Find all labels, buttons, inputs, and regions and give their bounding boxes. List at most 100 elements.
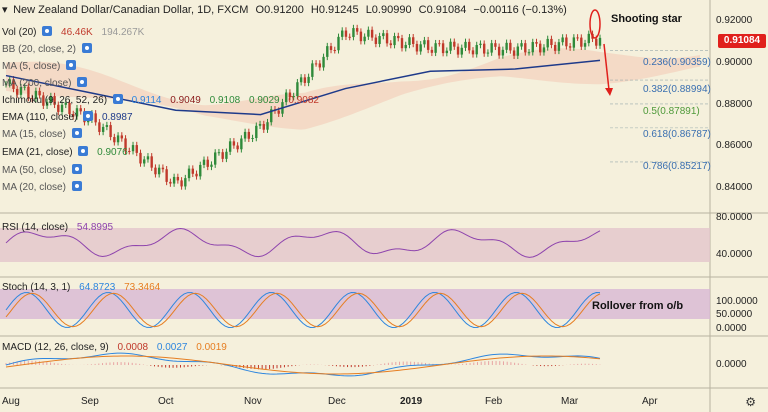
- candle-body: [456, 46, 460, 55]
- shooting-star-highlight: [589, 9, 601, 39]
- symbol-title[interactable]: New Zealand Dollar/Canadian Dollar, 1D, …: [13, 4, 249, 16]
- ma20-legend[interactable]: MA (20, close): [2, 181, 82, 194]
- chart-title-row: ▾ New Zealand Dollar/Canadian Dollar, 1D…: [2, 3, 567, 17]
- settings-gear-icon[interactable]: ⚙: [745, 395, 756, 409]
- candle-body: [60, 104, 64, 112]
- high-value: H0.91245: [310, 4, 359, 16]
- candle-body: [30, 97, 34, 99]
- candle-body: [277, 110, 280, 114]
- candle-body: [109, 125, 112, 138]
- candle-body: [184, 178, 187, 187]
- ichimoku-legend[interactable]: Ichimoku (9, 26, 52, 26) 0.9114 0.9049 0…: [2, 94, 319, 107]
- ema21-legend[interactable]: EMA (21, close) 0.9076: [2, 146, 128, 159]
- ma-hidden-legend[interactable]: MA (15, close): [2, 128, 82, 141]
- candle-body: [389, 43, 392, 46]
- candle-body: [572, 37, 576, 48]
- time-tick: Mar: [561, 396, 579, 407]
- eye-icon[interactable]: [42, 26, 53, 36]
- price-tick: 0.90000: [716, 57, 753, 68]
- eye-icon[interactable]: [71, 181, 82, 191]
- candle-body: [385, 33, 389, 44]
- ohlc-values: O0.91200 H0.91245 L0.90990 C0.91084 −0.0…: [252, 4, 567, 16]
- stoch-d-line: [5, 292, 601, 328]
- candle-body: [139, 152, 142, 164]
- candle-body: [240, 138, 243, 150]
- candle-body: [382, 33, 385, 37]
- candle-body: [105, 125, 109, 127]
- candle-body: [370, 29, 374, 38]
- candle-body: [479, 43, 482, 46]
- ma5-label: MA (5, close): [2, 61, 61, 72]
- shooting-star-note: Shooting star: [611, 13, 682, 25]
- macd-tick: 0.0000: [716, 359, 747, 370]
- candle-body: [546, 38, 549, 48]
- eye-icon[interactable]: [77, 77, 88, 87]
- candle-body: [490, 43, 493, 53]
- candle-body: [565, 37, 568, 47]
- vol-legend[interactable]: Vol (20) 46.46K 194.267K: [2, 26, 144, 39]
- candle-body: [595, 38, 598, 46]
- stoch-legend[interactable]: Stoch (14, 3, 1) 64.8723 73.3464: [2, 282, 160, 294]
- candle-body: [146, 156, 150, 160]
- candle-body: [475, 45, 478, 55]
- current-price-tag: 0.91084: [718, 34, 766, 48]
- eye-icon[interactable]: [71, 164, 82, 174]
- candle-body: [49, 96, 53, 103]
- candle-body: [408, 37, 411, 45]
- candle-body: [150, 156, 153, 168]
- candle-body: [34, 90, 38, 99]
- time-tick: 2019: [400, 396, 423, 407]
- candle-body: [101, 126, 105, 132]
- candle-body: [344, 30, 348, 37]
- candle-body: [598, 37, 602, 46]
- candle-body: [187, 168, 191, 179]
- candle-body: [561, 37, 564, 43]
- candle-body: [255, 125, 258, 139]
- time-tick: Feb: [485, 396, 503, 407]
- eye-icon[interactable]: [112, 94, 123, 104]
- eye-icon[interactable]: [78, 146, 89, 156]
- collapse-chevron-icon[interactable]: ▾: [2, 4, 8, 16]
- candle-body: [79, 108, 82, 112]
- candle-body: [217, 152, 221, 154]
- open-value: O0.91200: [255, 4, 304, 16]
- ma50-legend[interactable]: MA (50, close): [2, 164, 82, 177]
- rsi-legend[interactable]: RSI (14, close) 54.8995: [2, 222, 113, 234]
- candle-body: [512, 50, 516, 56]
- down-arrow: [603, 43, 610, 91]
- macd-signal-line: [5, 355, 601, 375]
- bb-legend[interactable]: BB (20, close, 2): [2, 43, 92, 56]
- senkou-a-value: 0.9029: [249, 95, 280, 106]
- candle-body: [553, 44, 557, 51]
- candle-body: [68, 102, 71, 115]
- macd-legend[interactable]: MACD (12, 26, close, 9) 0.0008 0.0027 0.…: [2, 342, 227, 354]
- candle-body: [363, 36, 366, 42]
- candle-body: [397, 35, 400, 39]
- ma200-legend[interactable]: MA (200, close): [2, 77, 88, 90]
- candle-body: [161, 167, 165, 170]
- candle-body: [531, 42, 534, 53]
- candle-body: [292, 96, 295, 98]
- candle-body: [587, 33, 590, 44]
- candle-body: [214, 152, 217, 165]
- eye-icon[interactable]: [83, 111, 94, 121]
- fib-level-0382: 0.382(0.88994): [643, 84, 711, 95]
- candle-body: [94, 113, 97, 123]
- candle-body: [247, 131, 251, 139]
- candle-body: [270, 109, 273, 123]
- candle-body: [400, 38, 404, 49]
- ma5-legend[interactable]: MA (5, close): [2, 60, 77, 73]
- candle-body: [131, 145, 135, 152]
- kijun-value: 0.9049: [170, 95, 201, 106]
- eye-icon[interactable]: [81, 43, 92, 53]
- vol-value: 46.46K: [61, 27, 93, 38]
- price-tick: 0.92000: [716, 15, 753, 26]
- eye-icon[interactable]: [71, 128, 82, 138]
- candle-body: [12, 79, 15, 89]
- change-value: −0.00116 (−0.13%): [473, 4, 567, 16]
- candle-body: [441, 43, 445, 54]
- ema110-legend[interactable]: EMA (110, close) 0.8987: [2, 111, 133, 124]
- macd-value: 0.0027: [156, 342, 188, 353]
- eye-icon[interactable]: [66, 60, 77, 70]
